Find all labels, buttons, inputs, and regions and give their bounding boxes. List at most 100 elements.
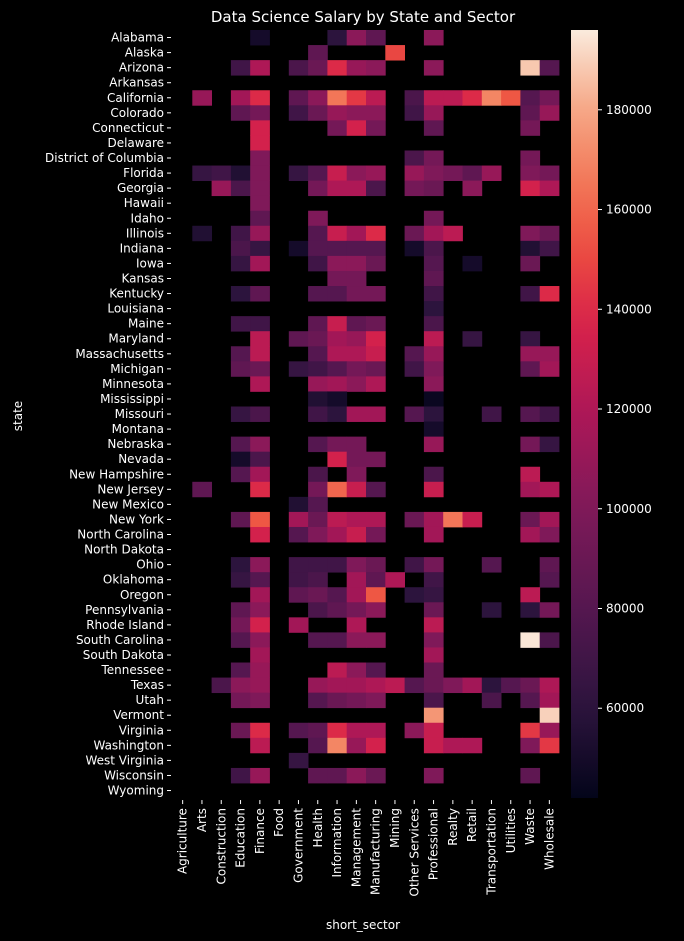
heatmap-cell — [404, 406, 425, 422]
heatmap-cell — [250, 240, 270, 257]
x-tick-label: Waste — [523, 808, 537, 845]
heatmap-cell — [230, 451, 251, 468]
y-tick-label: New Hampshire — [69, 467, 164, 481]
heatmap-cell — [443, 677, 463, 694]
heatmap-cell — [327, 316, 348, 332]
heatmap-cell — [366, 105, 386, 121]
colorbar-tick-label: 100000 — [606, 502, 652, 516]
heatmap-cell — [230, 225, 251, 242]
heatmap-cell — [520, 346, 541, 362]
heatmap-cell — [539, 60, 560, 76]
heatmap-cell — [327, 692, 348, 709]
heatmap-cell — [366, 722, 386, 739]
heatmap-cell — [423, 602, 444, 618]
heatmap-cell — [327, 602, 348, 618]
heatmap-cell — [327, 451, 348, 468]
x-tick-label: Realty — [446, 808, 460, 846]
heatmap-cell — [327, 286, 348, 302]
x-tick-label: Professional — [427, 808, 441, 880]
heatmap-cell — [423, 180, 444, 197]
heatmap-cell — [520, 481, 541, 498]
y-tick-label: New York — [109, 512, 164, 526]
y-tick-label: Illinois — [126, 226, 164, 240]
heatmap-cell — [230, 677, 251, 694]
x-tick-label: Retail — [465, 808, 479, 842]
heatmap-cell — [346, 602, 367, 618]
heatmap-cell — [423, 526, 444, 543]
heatmap-cell — [423, 557, 444, 573]
heatmap-cell — [308, 436, 328, 453]
heatmap-cell — [539, 677, 560, 694]
heatmap-cell — [539, 737, 560, 754]
heatmap-cell — [250, 511, 270, 528]
heatmap-cell — [327, 722, 348, 739]
heatmap-cell — [366, 406, 386, 422]
heatmap-cell — [250, 602, 270, 618]
heatmap-cell — [346, 165, 367, 181]
heatmap-cell — [423, 165, 444, 181]
heatmap-cell — [366, 692, 386, 709]
heatmap-cell — [423, 286, 444, 302]
heatmap-cell — [346, 406, 367, 422]
heatmap-cell — [346, 466, 367, 483]
y-tick-label: South Carolina — [76, 633, 164, 647]
heatmap-cell — [230, 767, 251, 784]
heatmap-cell — [404, 150, 425, 166]
y-tick-label: North Dakota — [84, 543, 164, 557]
heatmap-cell — [250, 30, 270, 46]
heatmap-cell — [250, 150, 270, 166]
heatmap-cell — [423, 331, 444, 347]
heatmap-cell — [327, 391, 348, 407]
colorbar — [571, 30, 598, 798]
heatmap-cell — [250, 572, 270, 588]
heatmap-cell — [366, 572, 386, 588]
heatmap-cell — [501, 677, 521, 694]
heatmap-cell — [481, 677, 502, 694]
heatmap-cell — [423, 346, 444, 362]
heatmap-cell — [230, 286, 251, 302]
heatmap-cell — [462, 677, 483, 694]
heatmap-cell — [443, 90, 463, 106]
heatmap-cell — [192, 165, 212, 181]
heatmap-cell — [462, 737, 483, 754]
heatmap-cell — [230, 361, 251, 377]
heatmap-cell — [404, 240, 425, 257]
heatmap-cell — [443, 511, 463, 528]
heatmap-cell — [501, 90, 521, 106]
y-tick-label: Missouri — [115, 407, 164, 421]
heatmap-cell — [481, 602, 502, 618]
heatmap-cell — [443, 165, 463, 181]
heatmap-cell — [288, 617, 309, 633]
heatmap-cell — [250, 90, 270, 106]
heatmap-cell — [308, 331, 328, 347]
heatmap-cell — [230, 255, 251, 272]
heatmap-cell — [520, 767, 541, 784]
heatmap-cell — [520, 180, 541, 197]
heatmap-cell — [250, 451, 270, 468]
colorbar-tick-labels: 60000 80000 100000 120000 140000 160000 180000 — [598, 103, 652, 715]
heatmap-cell — [520, 722, 541, 739]
heatmap-cell — [250, 722, 270, 739]
y-tick-label: Maryland — [108, 332, 164, 346]
y-tick-label: Washington — [93, 738, 164, 752]
heatmap-cell — [423, 406, 444, 422]
heatmap-cell — [423, 481, 444, 498]
heatmap-cell — [346, 180, 367, 197]
heatmap-cell — [423, 150, 444, 166]
heatmap-cell — [230, 406, 251, 422]
heatmap-cell — [346, 632, 367, 648]
heatmap-cell — [346, 587, 367, 603]
heatmap-cell — [346, 316, 367, 332]
heatmap-cell — [366, 602, 386, 618]
heatmap-cell — [423, 240, 444, 257]
heatmap-cell — [250, 617, 270, 633]
heatmap-cell — [250, 331, 270, 347]
heatmap-cell — [366, 662, 386, 678]
heatmap-cell — [346, 90, 367, 106]
heatmap-cell — [423, 270, 444, 287]
heatmap-cell — [539, 707, 560, 724]
heatmap-cell — [327, 105, 348, 121]
heatmap-cell — [308, 45, 328, 61]
heatmap-cell — [423, 376, 444, 392]
heatmap-cell — [423, 30, 444, 46]
